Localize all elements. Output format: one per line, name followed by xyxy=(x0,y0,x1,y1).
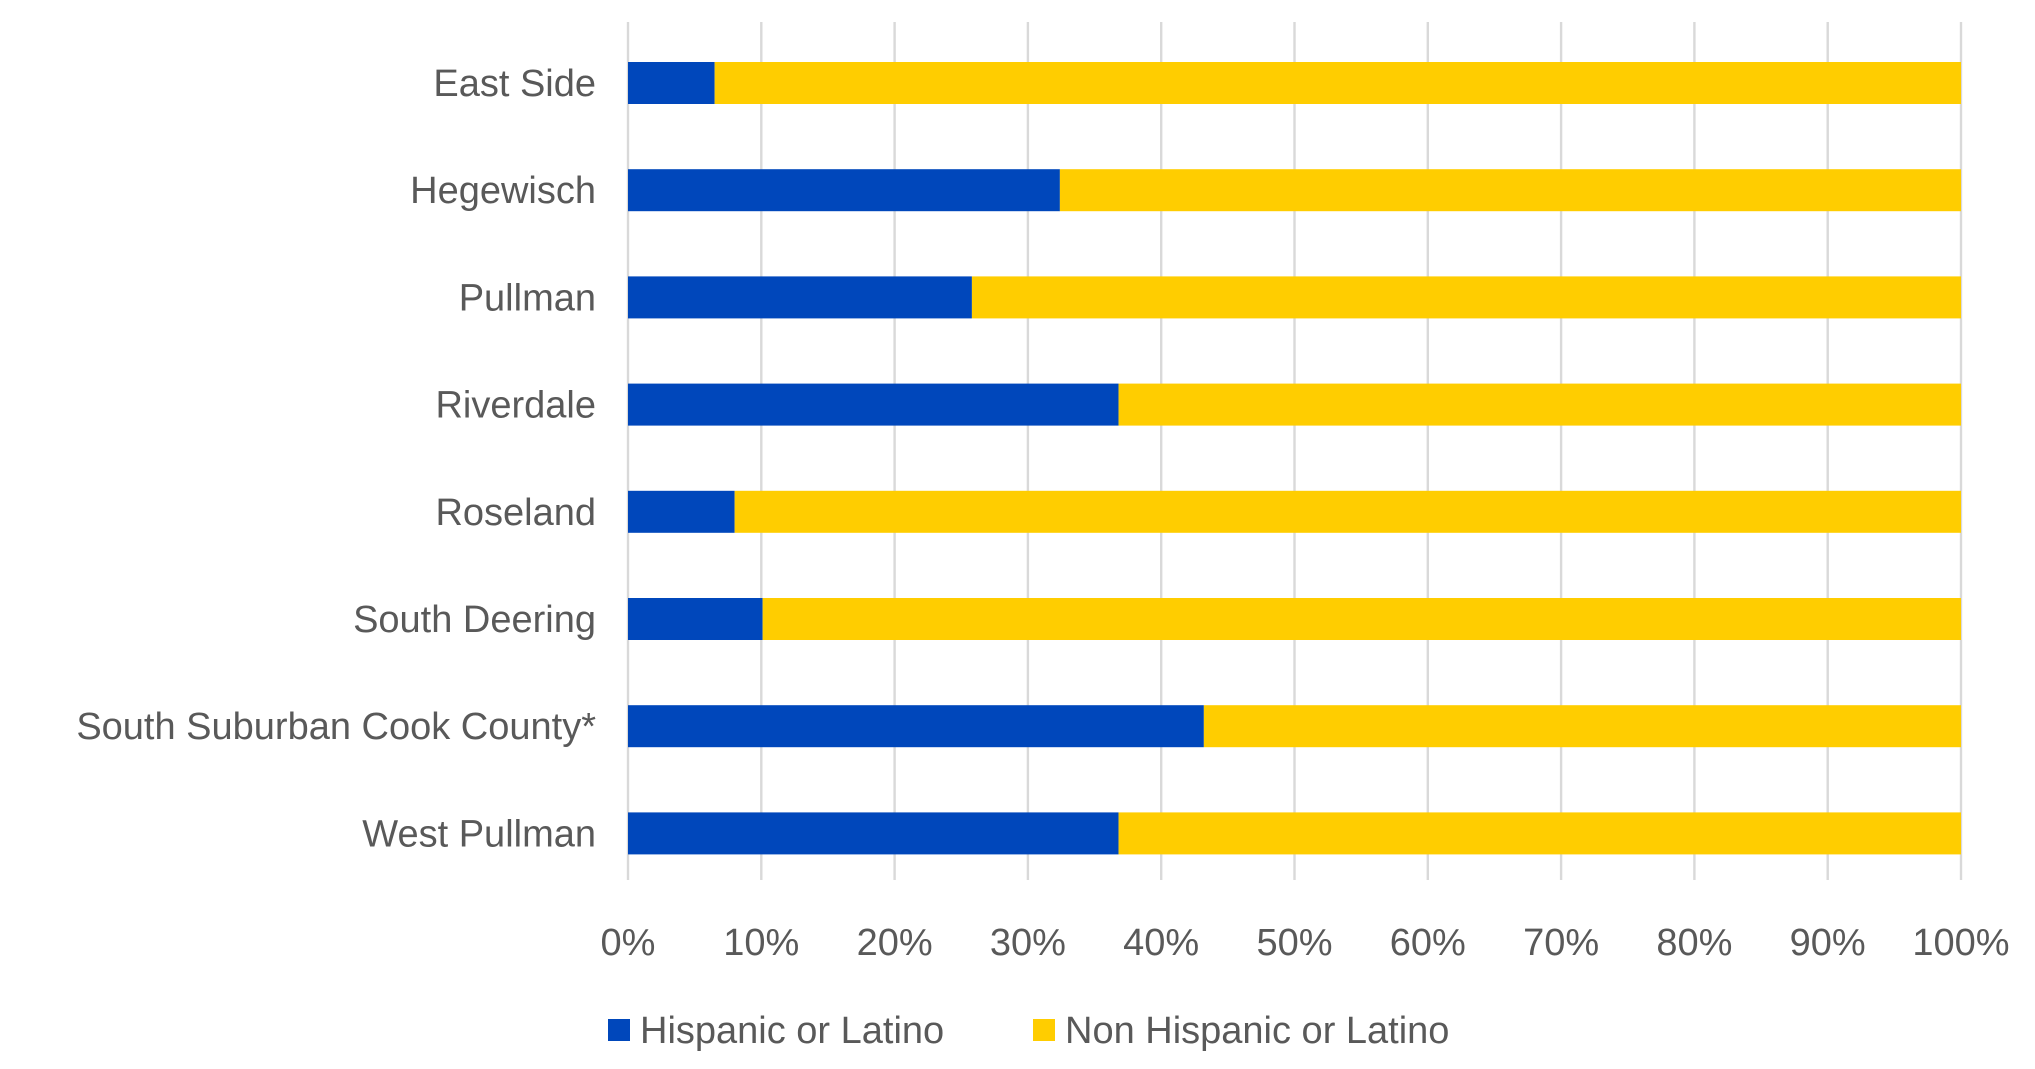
category-label: South Suburban Cook County* xyxy=(76,706,596,748)
bar-east-side-non-hispanic-or-latino xyxy=(714,62,1961,104)
x-tick-label: 30% xyxy=(990,922,1066,964)
bar-west-pullman-non-hispanic-or-latino xyxy=(1118,812,1961,855)
category-label: South Deering xyxy=(353,599,596,641)
legend-label-non-hispanic-or-latino: Non Hispanic or Latino xyxy=(1065,1010,1449,1052)
bar-pullman-hispanic-or-latino xyxy=(628,276,972,319)
legend-swatch-hispanic-or-latino xyxy=(608,1019,630,1041)
bar-south-deering-non-hispanic-or-latino xyxy=(762,598,1961,640)
x-tick-label: 80% xyxy=(1656,922,1732,964)
x-tick-label: 10% xyxy=(723,922,799,964)
category-label: Riverdale xyxy=(435,385,596,427)
x-tick-label: 100% xyxy=(1912,922,2009,964)
legend: Hispanic or Latino Non Hispanic or Latino xyxy=(608,1010,1449,1052)
category-label: Hegewisch xyxy=(410,170,596,212)
category-axis: East Side Hegewisch Pullman Riverdale Rosela… xyxy=(76,63,596,855)
category-label: West Pullman xyxy=(362,813,596,855)
bar-south-deering-hispanic-or-latino xyxy=(628,598,763,640)
gridlines xyxy=(626,22,1963,880)
x-tick-label: 60% xyxy=(1390,922,1466,964)
bar-south-suburban-cook-county-hispanic-or-latino xyxy=(628,705,1204,748)
legend-swatch-non-hispanic-or-latino xyxy=(1033,1019,1055,1041)
bar-east-side-hispanic-or-latino xyxy=(628,62,715,104)
bar-roseland-non-hispanic-or-latino xyxy=(734,490,1961,533)
x-tick-label: 0% xyxy=(601,922,656,964)
bar-hegewisch-hispanic-or-latino xyxy=(628,169,1060,212)
bar-south-suburban-cook-county-non-hispanic-or-latino xyxy=(1203,705,1961,748)
bars xyxy=(628,62,1961,855)
x-tick-label: 40% xyxy=(1123,922,1199,964)
x-tick-label: 20% xyxy=(857,922,933,964)
legend-label-hispanic-or-latino: Hispanic or Latino xyxy=(640,1010,944,1052)
category-label: Roseland xyxy=(435,492,596,534)
bar-roseland-hispanic-or-latino xyxy=(628,490,735,533)
x-tick-label: 70% xyxy=(1523,922,1599,964)
category-label: Pullman xyxy=(459,277,596,319)
x-tick-label: 90% xyxy=(1790,922,1866,964)
x-tick-label: 50% xyxy=(1256,922,1332,964)
bar-hegewisch-non-hispanic-or-latino xyxy=(1059,169,1961,212)
bar-riverdale-non-hispanic-or-latino xyxy=(1118,383,1961,426)
bar-riverdale-hispanic-or-latino xyxy=(628,383,1119,426)
bar-west-pullman-hispanic-or-latino xyxy=(628,812,1119,855)
category-label: East Side xyxy=(433,63,596,105)
bar-pullman-non-hispanic-or-latino xyxy=(971,276,1961,319)
value-axis: 0% 10% 20% 30% 40% 50% 60% 70% 80% 90% 100% xyxy=(601,922,2010,964)
